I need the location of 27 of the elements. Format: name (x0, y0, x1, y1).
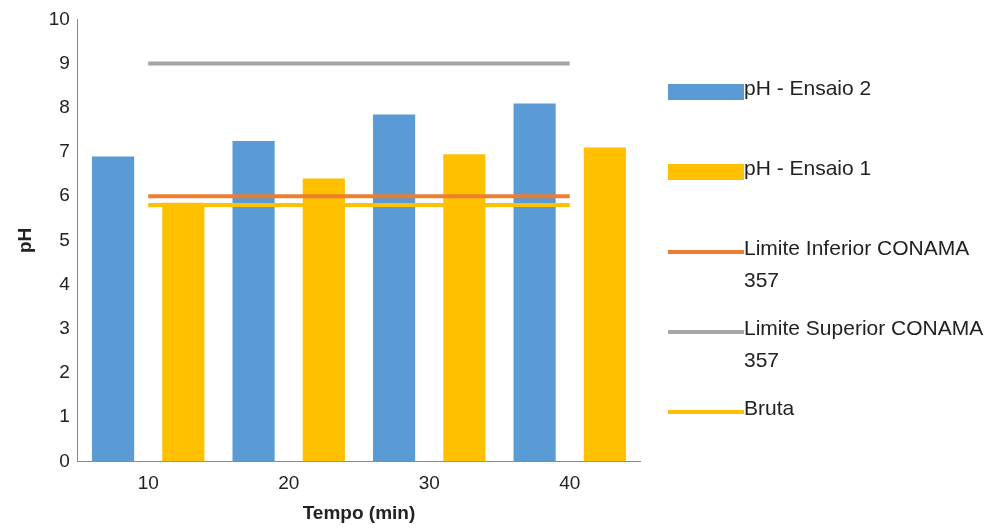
y-tick-label: 8 (59, 96, 70, 118)
y-tick-label: 3 (59, 317, 70, 339)
y-tick-label: 4 (59, 272, 71, 294)
y-tick-label: 10 (48, 7, 70, 29)
x-tick-label: 10 (137, 472, 159, 494)
legend-label: pH - Ensaio 1 (744, 155, 872, 181)
x-axis-title: Tempo (min) (302, 501, 416, 523)
x-tick-label: 40 (559, 472, 581, 494)
y-tick-label: 5 (59, 228, 70, 250)
y-tick-label: 7 (59, 140, 70, 162)
bar (373, 114, 416, 462)
y-tick-label: 0 (59, 449, 70, 471)
y-tick-label: 9 (59, 51, 70, 73)
y-axis-title: pH (13, 227, 35, 254)
x-tick-label: 20 (278, 472, 300, 494)
bar (232, 140, 275, 462)
legend-label: Limite Inferior CONAMA 357 (744, 235, 970, 293)
legend-label: Limite Superior CONAMA 357 (744, 315, 984, 373)
y-tick-label: 2 (59, 361, 70, 383)
legend-label: Bruta (744, 395, 795, 421)
bar (583, 147, 626, 462)
bar (513, 103, 556, 462)
bar (91, 156, 135, 462)
x-tick-label: 30 (418, 472, 440, 494)
y-tick-label: 1 (59, 405, 70, 427)
y-tick-label: 6 (59, 184, 70, 206)
legend-label: pH - Ensaio 2 (744, 75, 872, 101)
